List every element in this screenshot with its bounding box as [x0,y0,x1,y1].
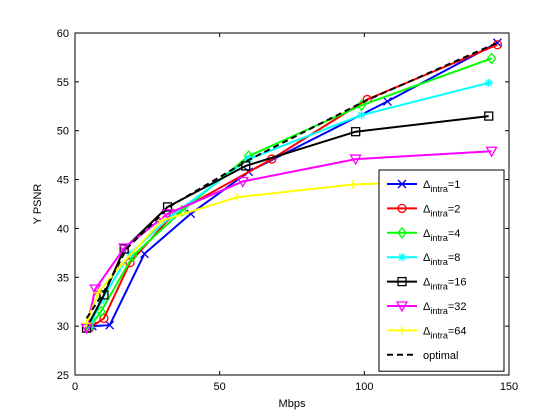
series-line [88,57,492,328]
data-point [356,99,367,112]
y-tick-label: 25 [57,370,69,382]
y-tick-label: 35 [57,272,69,284]
x-axis-label: Mbps [279,398,306,410]
data-point [484,111,494,121]
series-line [85,41,498,319]
legend-entry: Δintra=1 [387,179,460,194]
y-tick-label: 40 [57,223,69,235]
data-point [351,127,361,137]
y-axis-label: Y PSNR [32,184,44,225]
y-tick-label: 60 [57,28,69,40]
series-4 [81,111,494,333]
legend-label: Δintra=8 [423,252,460,267]
legend-entry: Δintra=4 [387,226,460,243]
data-point [94,288,103,297]
legend-label: Δintra=32 [423,301,467,316]
x-tick-label: 50 [214,381,226,393]
legend-entry: Δintra=8 [387,252,460,267]
data-point [125,257,135,268]
y-tick-label: 50 [57,126,69,138]
data-point [157,216,166,225]
legend-entry: Δintra=64 [387,325,467,340]
data-point [82,319,91,328]
data-point [166,212,175,221]
legend-marker [397,203,407,214]
data-point [357,111,366,120]
legend: Δintra=1 Δintra=2 Δintra=4 Δintra=8 Δintra=1… [378,169,505,372]
data-point [383,96,392,106]
plot-frame [74,32,510,376]
series-line [85,150,492,329]
data-point [233,193,242,202]
legend-label: Δintra=16 [423,277,467,292]
legend-entry: Δintra=32 [387,301,467,316]
data-point [162,202,173,212]
legend-entry: optimal [387,350,458,362]
data-point [236,176,249,188]
data-point [139,249,149,259]
legend-marker [398,253,406,262]
legend-marker [397,226,407,239]
legend-entry: Δintra=2 [387,203,460,218]
data-point [486,52,497,65]
data-point [99,313,109,323]
legend-entry: Δintra=16 [387,277,467,292]
series-line [85,115,489,329]
y-tick-label: 55 [57,77,69,89]
data-point [348,180,357,189]
data-point [485,146,498,158]
legend-marker [397,276,407,287]
series-7 [85,41,498,319]
y-tick-label: 30 [57,321,69,333]
legend-label: Δintra=4 [423,228,460,243]
legend-label: Δintra=1 [423,179,460,194]
data-point [241,161,251,171]
data-point [105,320,115,330]
x-tick-label: 150 [500,381,518,393]
legend-marker [398,326,406,335]
data-point [349,154,362,166]
legend-marker [397,179,407,189]
data-point [161,209,174,221]
legend-marker [395,301,409,313]
data-point [484,78,493,87]
axes: 0 50 100 150 25 30 35 40 45 50 55 60 [57,28,518,393]
x-tick-label: 0 [72,381,78,393]
plot-lines [80,38,503,335]
data-point [96,305,106,318]
y-tick-label: 45 [57,175,69,187]
legend-label: optimal [423,350,458,362]
legend-box [378,169,505,372]
legend-label: Δintra=2 [423,203,460,218]
legend-label: Δintra=64 [423,325,467,340]
x-tick-label: 100 [355,381,373,393]
